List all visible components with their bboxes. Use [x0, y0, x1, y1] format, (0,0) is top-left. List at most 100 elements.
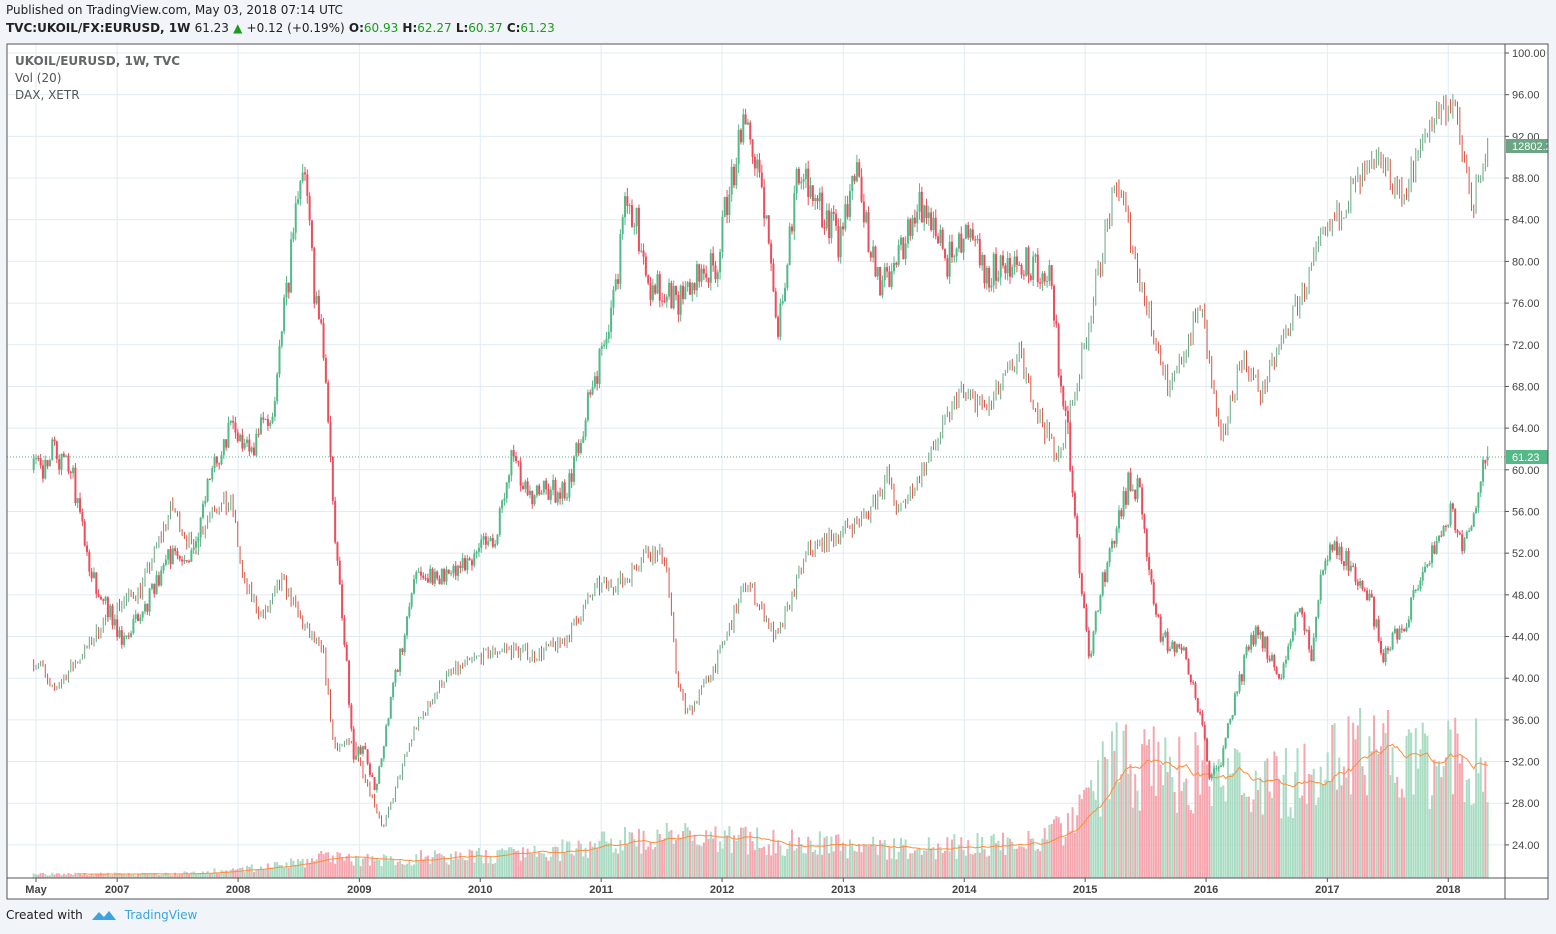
candle — [67, 453, 70, 475]
volume-bar — [853, 850, 856, 878]
volume-bar — [1094, 799, 1097, 878]
volume-bar — [626, 844, 629, 878]
legend-volume[interactable]: Vol (20) — [15, 71, 62, 85]
volume-bar — [651, 849, 654, 878]
volume-bar — [477, 847, 480, 878]
candle-body — [605, 338, 608, 345]
candle — [1206, 737, 1209, 763]
candle-body — [746, 122, 749, 125]
volume-bar — [494, 863, 497, 878]
candle — [788, 222, 791, 266]
volume-bar — [1280, 818, 1283, 878]
candle-body — [308, 195, 311, 221]
candle — [257, 428, 260, 438]
candle — [348, 659, 351, 708]
candle — [981, 251, 984, 271]
candle — [1219, 762, 1222, 768]
volume-bar — [382, 854, 385, 878]
candle — [955, 247, 958, 263]
candle-body — [1324, 560, 1327, 571]
candle — [299, 180, 302, 206]
candle — [35, 454, 37, 465]
candle-body — [716, 272, 719, 280]
candle — [790, 223, 793, 235]
candle-body — [944, 248, 947, 259]
plot-area[interactable] — [7, 94, 1505, 878]
candle — [1159, 613, 1162, 643]
volume-bar — [538, 851, 541, 878]
volume-bar — [503, 850, 506, 878]
x-tick-label: 2015 — [1073, 884, 1097, 896]
volume-bar — [1127, 773, 1130, 878]
candle — [436, 570, 439, 581]
volume-bar — [923, 850, 926, 878]
y-tick-label: 40.00 — [1512, 673, 1540, 685]
candle — [320, 314, 323, 325]
candle-body — [698, 264, 701, 282]
candle-body — [262, 417, 265, 420]
tradingview-link[interactable]: TradingView — [124, 908, 198, 922]
candle-body — [1254, 626, 1257, 645]
candle-body — [978, 239, 981, 266]
candle — [417, 567, 420, 573]
candle — [668, 278, 671, 300]
candle — [192, 543, 195, 554]
volume-bar — [48, 875, 51, 878]
candle — [111, 603, 114, 630]
candle — [832, 205, 835, 221]
volume-bar — [593, 843, 596, 878]
volume-bar — [1259, 777, 1262, 878]
volume-bar — [280, 865, 283, 878]
candle-body — [934, 217, 937, 237]
x-tick-label: 2014 — [952, 884, 977, 896]
volume-bar — [1101, 741, 1104, 878]
candle — [1008, 252, 1011, 285]
volume-bar — [1124, 724, 1127, 878]
volume-bar — [67, 872, 70, 878]
candle — [1157, 613, 1160, 618]
candle — [141, 611, 144, 622]
candle — [206, 477, 209, 503]
volume-bar — [153, 873, 156, 878]
candle — [1384, 645, 1387, 666]
candle-body — [1338, 546, 1341, 556]
candle — [201, 500, 204, 520]
y-tick-label: 44.00 — [1512, 632, 1540, 644]
volume-bar — [811, 852, 814, 878]
candle-body — [533, 495, 536, 505]
candle-body — [220, 455, 223, 465]
candle — [1333, 540, 1336, 551]
candle — [809, 177, 812, 200]
candle-body — [1368, 593, 1371, 601]
candle — [1398, 625, 1401, 640]
candle-body — [464, 558, 467, 571]
candle — [621, 214, 624, 240]
candle-body — [278, 346, 281, 375]
candle — [700, 264, 703, 287]
candle-body — [1011, 267, 1014, 277]
candle-body — [582, 436, 585, 443]
candle-body — [306, 174, 309, 196]
volume-bar — [1194, 732, 1197, 878]
candle — [1379, 637, 1382, 656]
candle — [742, 108, 745, 145]
candle — [739, 128, 742, 145]
candle-body — [1015, 256, 1018, 265]
volume-bar — [206, 871, 209, 878]
candle-body — [719, 251, 722, 273]
candle — [1203, 721, 1206, 741]
legend-compare[interactable]: DAX, XETR — [15, 88, 80, 102]
candle — [1196, 697, 1199, 713]
volume-bar — [1048, 824, 1051, 878]
candle — [243, 438, 246, 451]
candle-body — [756, 159, 759, 169]
volume-bar — [967, 840, 970, 878]
candle — [1340, 542, 1343, 565]
candle — [1296, 611, 1299, 617]
candle — [1189, 674, 1192, 685]
volume-bar — [1006, 837, 1009, 878]
legend-main[interactable]: UKOIL/EURUSD, 1W, TVC — [15, 54, 181, 68]
candle-body — [1141, 487, 1144, 515]
volume-bar — [508, 847, 511, 878]
